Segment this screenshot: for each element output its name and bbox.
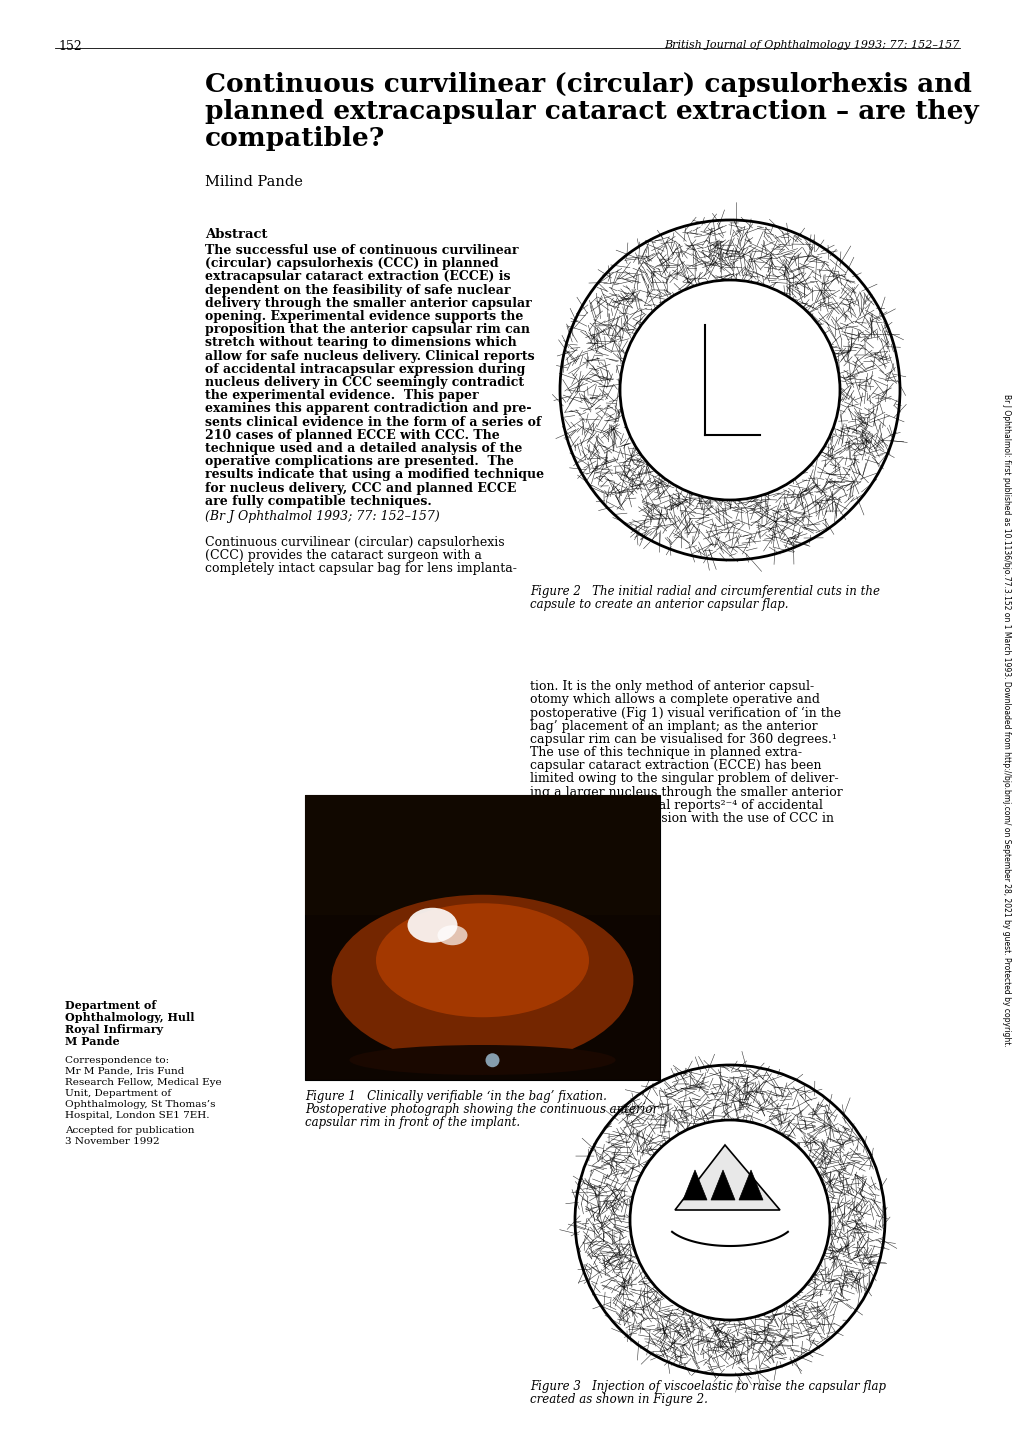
Text: postoperative (Fig 1) visual verification of ‘in the: postoperative (Fig 1) visual verificatio… xyxy=(530,707,841,720)
Text: Continuous curvilinear (circular) capsulorhexis: Continuous curvilinear (circular) capsul… xyxy=(205,536,504,549)
Text: capsular rim in front of the implant.: capsular rim in front of the implant. xyxy=(305,1116,520,1129)
Circle shape xyxy=(570,1060,890,1380)
Text: created as shown in Figure 2.: created as shown in Figure 2. xyxy=(530,1393,707,1406)
Text: M Pande: M Pande xyxy=(65,1035,119,1047)
Text: capsular rim.  Clinical reports²⁻⁴ of accidental: capsular rim. Clinical reports²⁻⁴ of acc… xyxy=(530,799,822,812)
Text: 210 cases of planned ECCE with CCC. The: 210 cases of planned ECCE with CCC. The xyxy=(205,428,499,441)
Polygon shape xyxy=(683,1169,706,1200)
Text: Figure 1   Clinically verifiable ‘in the bag’ fixation.: Figure 1 Clinically verifiable ‘in the b… xyxy=(305,1090,606,1103)
Ellipse shape xyxy=(350,1045,615,1074)
Text: are fully compatible techniques.: are fully compatible techniques. xyxy=(205,495,431,508)
Text: 3 November 1992: 3 November 1992 xyxy=(65,1136,159,1146)
Text: limited owing to the singular problem of deliver-: limited owing to the singular problem of… xyxy=(530,773,838,786)
Text: Abstract: Abstract xyxy=(205,228,267,241)
Text: British Journal of Ophthalmology 1993; 77: 152–157: British Journal of Ophthalmology 1993; 7… xyxy=(664,40,959,50)
Text: Department of: Department of xyxy=(65,999,156,1011)
Text: planned extracapsular cataract extraction – are they: planned extracapsular cataract extractio… xyxy=(205,99,978,124)
Text: Continuous curvilinear (circular) capsulorhexis and: Continuous curvilinear (circular) capsul… xyxy=(205,72,971,97)
Polygon shape xyxy=(675,1145,780,1210)
Text: (Br J Ophthalmol 1993; 77: 152–157): (Br J Ophthalmol 1993; 77: 152–157) xyxy=(205,510,439,523)
Text: proposition that the anterior capsular rim can: proposition that the anterior capsular r… xyxy=(205,323,530,336)
Circle shape xyxy=(554,215,904,565)
Text: opening. Experimental evidence supports the: opening. Experimental evidence supports … xyxy=(205,310,523,323)
Text: The successful use of continuous curvilinear: The successful use of continuous curvili… xyxy=(205,244,518,257)
Text: Royal Infirmary: Royal Infirmary xyxy=(65,1024,163,1035)
Text: Hospital, London SE1 7EH.: Hospital, London SE1 7EH. xyxy=(65,1110,209,1120)
Ellipse shape xyxy=(437,926,467,946)
Text: tion. It is the only method of anterior capsul-: tion. It is the only method of anterior … xyxy=(530,681,813,694)
Text: Milind Pande: Milind Pande xyxy=(205,174,303,189)
Text: operative complications are presented.  The: operative complications are presented. T… xyxy=(205,456,514,469)
Text: of accidental intracapsular expression during: of accidental intracapsular expression d… xyxy=(205,363,525,376)
Polygon shape xyxy=(739,1169,762,1200)
Text: technique used and a detailed analysis of the: technique used and a detailed analysis o… xyxy=(205,443,522,456)
Circle shape xyxy=(485,1053,499,1067)
Text: The use of this technique in planned extra-: The use of this technique in planned ext… xyxy=(530,746,801,758)
Text: stretch without tearing to dimensions which: stretch without tearing to dimensions wh… xyxy=(205,336,517,349)
Ellipse shape xyxy=(408,908,458,943)
Text: capsular rim can be visualised for 360 degrees.¹: capsular rim can be visualised for 360 d… xyxy=(530,733,836,746)
Circle shape xyxy=(630,1120,829,1319)
Text: (CCC) provides the cataract surgeon with a: (CCC) provides the cataract surgeon with… xyxy=(205,549,481,562)
Text: otomy which allows a complete operative and: otomy which allows a complete operative … xyxy=(530,694,819,707)
Text: Br J Ophthalmol: first published as 10.1136/bjo.77.3.152 on 1 March 1993. Downlo: Br J Ophthalmol: first published as 10.1… xyxy=(1001,394,1010,1047)
Polygon shape xyxy=(710,1169,735,1200)
Text: Figure 2   The initial radial and circumferential cuts in the: Figure 2 The initial radial and circumfe… xyxy=(530,585,879,598)
Text: ing a larger nucleus through the smaller anterior: ing a larger nucleus through the smaller… xyxy=(530,786,842,799)
Text: 152: 152 xyxy=(58,40,82,53)
Text: Accepted for publication: Accepted for publication xyxy=(65,1126,195,1135)
Text: Postoperative photograph showing the continuous anterior: Postoperative photograph showing the con… xyxy=(305,1103,657,1116)
Text: bag’ placement of an implant; as the anterior: bag’ placement of an implant; as the ant… xyxy=(530,720,817,733)
Text: intracapsular expression with the use of CCC in: intracapsular expression with the use of… xyxy=(530,812,834,825)
Text: sents clinical evidence in the form of a series of: sents clinical evidence in the form of a… xyxy=(205,415,541,428)
Bar xyxy=(305,795,659,1080)
Text: capsule to create an anterior capsular flap.: capsule to create an anterior capsular f… xyxy=(530,598,788,611)
Text: Unit, Department of: Unit, Department of xyxy=(65,1089,171,1097)
Text: the experimental evidence.  This paper: the experimental evidence. This paper xyxy=(205,389,478,402)
Text: completely intact capsular bag for lens implanta-: completely intact capsular bag for lens … xyxy=(205,562,517,575)
Text: Ophthalmology, St Thomas’s: Ophthalmology, St Thomas’s xyxy=(65,1100,215,1109)
Text: Ophthalmology, Hull: Ophthalmology, Hull xyxy=(65,1012,195,1022)
Text: Correspondence to:: Correspondence to: xyxy=(65,1056,169,1066)
Text: capsular cataract extraction (ECCE) has been: capsular cataract extraction (ECCE) has … xyxy=(530,758,820,773)
Circle shape xyxy=(620,280,840,500)
Text: compatible?: compatible? xyxy=(205,125,385,151)
Ellipse shape xyxy=(376,903,588,1017)
Text: allow for safe nucleus delivery. Clinical reports: allow for safe nucleus delivery. Clinica… xyxy=(205,349,534,362)
Text: extracapsular cataract extraction (ECCE) is: extracapsular cataract extraction (ECCE)… xyxy=(205,271,510,284)
Bar xyxy=(305,795,659,916)
Text: dependent on the feasibility of safe nuclear: dependent on the feasibility of safe nuc… xyxy=(205,284,510,297)
Text: Figure 3   Injection of viscoelastic to raise the capsular flap: Figure 3 Injection of viscoelastic to ra… xyxy=(530,1380,886,1393)
Text: examines this apparent contradiction and pre-: examines this apparent contradiction and… xyxy=(205,402,531,415)
Text: delivery through the smaller anterior capsular: delivery through the smaller anterior ca… xyxy=(205,297,531,310)
Text: Research Fellow, Medical Eye: Research Fellow, Medical Eye xyxy=(65,1079,221,1087)
Text: for nucleus delivery, CCC and planned ECCE: for nucleus delivery, CCC and planned EC… xyxy=(205,482,516,495)
Text: (circular) capsulorhexis (CCC) in planned: (circular) capsulorhexis (CCC) in planne… xyxy=(205,257,498,270)
Ellipse shape xyxy=(331,894,633,1066)
Text: results indicate that using a modified technique: results indicate that using a modified t… xyxy=(205,469,543,482)
Text: nucleus delivery in CCC seemingly contradict: nucleus delivery in CCC seemingly contra… xyxy=(205,376,524,389)
Text: Mr M Pande, Iris Fund: Mr M Pande, Iris Fund xyxy=(65,1067,184,1076)
